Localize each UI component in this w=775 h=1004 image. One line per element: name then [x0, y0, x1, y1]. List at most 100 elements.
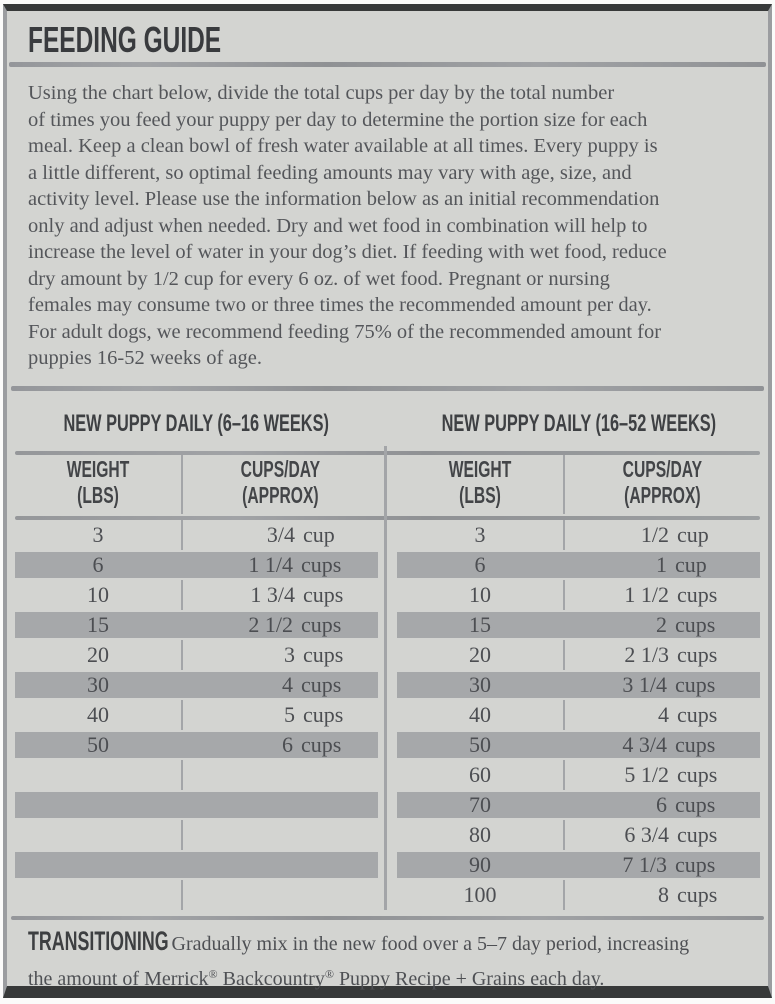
weight-cell: 20 — [397, 639, 565, 670]
cups-cell: 1 1/4 cups — [248, 551, 342, 577]
weight-cell: 10 — [397, 579, 565, 610]
cups-cell: 5 1/2 cups — [624, 761, 718, 787]
cups-cell: 1 3/4 cups — [250, 581, 344, 607]
cups-cell: 2 cups — [656, 611, 716, 637]
table-row: 100 8 cups — [397, 879, 760, 910]
intro-line: a little different, so optimal feeding a… — [28, 161, 632, 184]
feeding-tables: NEW PUPPY DAILY (6–16 WEEKS) WEIGHT (LBS… — [15, 398, 760, 910]
table-row — [15, 879, 378, 910]
cups-cell: 2 1/3 cups — [624, 641, 718, 667]
table-row — [15, 819, 378, 850]
table-row: 10 1 1/2 cups — [397, 579, 760, 610]
weight-cell: 50 — [469, 731, 491, 757]
table-row: 50 6 cups — [15, 730, 378, 760]
table-row: 50 4 3/4 cups — [397, 730, 760, 760]
weight-cell — [15, 819, 183, 850]
weight-cell: 80 — [397, 819, 565, 850]
intro-line: meal. Keep a clean bowl of fresh water a… — [28, 135, 658, 157]
weight-cell — [15, 852, 181, 878]
intro-line: Using the chart below, divide the total … — [28, 82, 615, 104]
feeding-table-6-16-weeks: NEW PUPPY DAILY (6–16 WEEKS) WEIGHT (LBS… — [15, 398, 378, 910]
weight-cell — [15, 792, 181, 818]
cups-cell — [183, 760, 378, 790]
table-row: 15 2 cups — [397, 610, 760, 640]
cups-cell: 1/2 cup — [640, 521, 709, 547]
tables-center-divider — [384, 445, 387, 910]
table-body: 3 1/2 cup 6 1 cup 10 1 1/2 cups 15 2 cups 20 2 1/3 cup… — [397, 519, 760, 910]
cups-cell — [181, 792, 378, 818]
cups-cell: 4 cups — [282, 671, 342, 697]
table-row: 3 1/2 cup — [397, 519, 760, 550]
weight-cell: 3 — [15, 519, 183, 550]
table-row: 80 6 3/4 cups — [397, 819, 760, 850]
cups-cell: 7 1/3 cups — [622, 851, 716, 877]
cups-cell — [181, 852, 378, 878]
weight-cell: 60 — [397, 759, 565, 790]
table-row: 40 5 cups — [15, 699, 378, 730]
cups-column-header: CUPS/DAY (APPROX) — [622, 456, 703, 508]
transition-text: : Gradually mix in the new food over a 5… — [161, 932, 690, 955]
table-row: 15 2 1/2 cups — [15, 610, 378, 640]
table-title: NEW PUPPY DAILY (6–16 WEEKS) — [63, 410, 330, 437]
page-title: FEEDING GUIDE — [28, 19, 222, 60]
cups-cell: 4 cups — [658, 701, 718, 727]
cups-cell: 5 cups — [284, 701, 344, 727]
table-row: 90 7 1/3 cups — [397, 850, 760, 880]
table-row — [15, 759, 378, 790]
weight-cell: 6 — [474, 551, 486, 577]
transition-text: Backcountry — [217, 967, 325, 990]
cups-cell: 6 cups — [656, 791, 716, 817]
intro-line: only and adjust when needed. Dry and wet… — [28, 214, 648, 237]
table-row: 6 1 cup — [397, 550, 760, 580]
registered-mark: ® — [324, 966, 334, 981]
weight-cell: 20 — [15, 639, 183, 670]
weight-cell: 100 — [397, 879, 565, 910]
cups-cell: 1 cup — [656, 551, 707, 577]
weight-column-header: WEIGHT (LBS) — [15, 450, 183, 514]
weight-cell: 6 — [92, 551, 104, 577]
weight-cell: 30 — [469, 671, 491, 697]
intro-paragraph: Using the chart below, divide the total … — [28, 80, 768, 372]
section-divider-rule — [11, 385, 764, 391]
table-row: 60 5 1/2 cups — [397, 759, 760, 790]
intro-line: puppies 16-52 weeks of age. — [28, 347, 262, 369]
weight-cell: 15 — [469, 611, 491, 637]
transition-label: TRANSITIONING — [28, 925, 169, 956]
table-row: 6 1 1/4 cups — [15, 550, 378, 580]
table-row: 3 3/4 cup — [15, 519, 378, 550]
table-header-row: WEIGHT (LBS) CUPS/DAY (APPROX) — [15, 450, 378, 514]
transition-note: TRANSITIONING: Gradually mix in the new … — [28, 925, 768, 994]
table-row: 20 2 1/3 cups — [397, 639, 760, 670]
feeding-guide-panel: FEEDING GUIDE Using the chart below, div… — [3, 4, 772, 998]
feeding-table-16-52-weeks: NEW PUPPY DAILY (16–52 WEEKS) WEIGHT (LB… — [397, 398, 760, 910]
table-row: 20 3 cups — [15, 639, 378, 670]
cups-column-header: CUPS/DAY (APPROX) — [240, 456, 321, 508]
table-body: 3 3/4 cup 6 1 1/4 cups 10 1 3/4 cups 15 2 1/2 cups 2… — [15, 519, 378, 910]
table-row — [15, 790, 378, 820]
intro-line: For adult dogs, we recommend feeding 75%… — [28, 320, 662, 343]
table-title: NEW PUPPY DAILY (16–52 WEEKS) — [441, 410, 716, 437]
registered-mark: ® — [208, 966, 218, 981]
cups-cell: 3 cups — [284, 641, 344, 667]
cups-cell: 3/4 cup — [266, 521, 335, 547]
cups-cell: 2 1/2 cups — [248, 611, 342, 637]
cups-cell: 1 1/2 cups — [624, 581, 718, 607]
transition-line1: TRANSITIONING: Gradually mix in the new … — [28, 925, 768, 959]
table-row: 70 6 cups — [397, 790, 760, 820]
table-title-rule — [15, 450, 760, 455]
weight-cell: 10 — [15, 579, 183, 610]
cups-cell — [183, 880, 378, 910]
intro-line: activity level. Please use the informati… — [28, 188, 660, 210]
transition-text: Puppy Recipe + Grains each day. — [333, 967, 605, 990]
transition-line2: the amount of Merrick® Backcountry® Pupp… — [28, 959, 768, 994]
intro-line: increase the level of water in your dog’… — [28, 241, 667, 263]
table-row: 10 1 3/4 cups — [15, 579, 378, 610]
weight-column-header: WEIGHT (LBS) — [397, 450, 565, 514]
cups-cell: 3 1/4 cups — [622, 671, 716, 697]
intro-line: of times you feed your puppy per day to … — [28, 108, 648, 131]
title-rule — [9, 62, 766, 67]
weight-cell: 40 — [15, 699, 183, 730]
table-header-row: WEIGHT (LBS) CUPS/DAY (APPROX) — [397, 450, 760, 514]
weight-cell — [15, 759, 183, 790]
cups-cell: 8 cups — [658, 881, 718, 907]
